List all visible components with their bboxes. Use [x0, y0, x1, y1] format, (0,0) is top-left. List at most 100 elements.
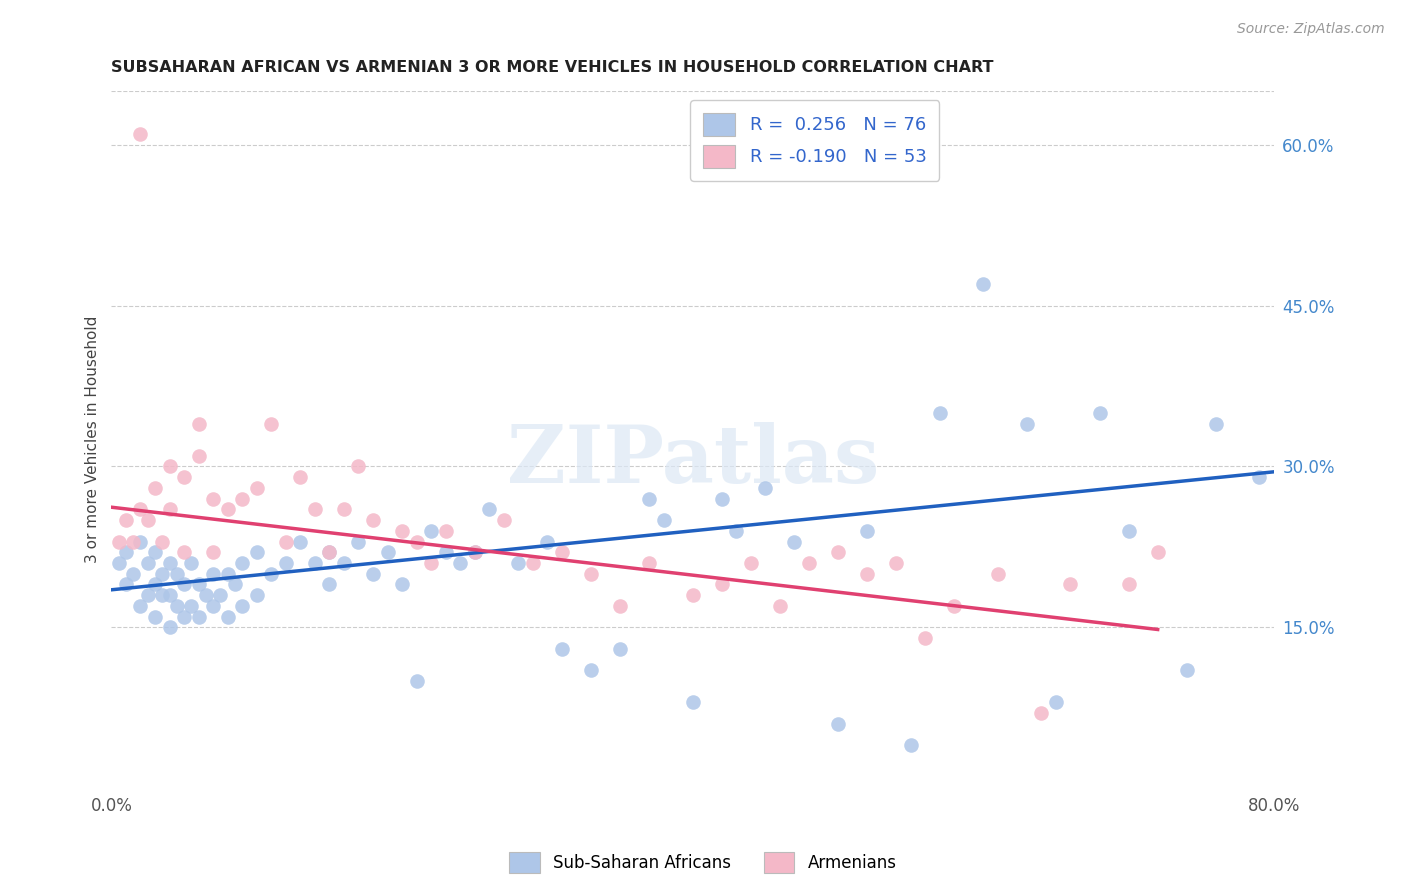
Point [115, 545, 138, 559]
Point [434, 545, 457, 559]
Text: SUBSAHARAN AFRICAN VS ARMENIAN 3 OR MORE VEHICLES IN HOUSEHOLD CORRELATION CHART: SUBSAHARAN AFRICAN VS ARMENIAN 3 OR MORE… [111, 60, 994, 75]
Point [274, 534, 297, 549]
Point [391, 577, 413, 591]
Point [361, 566, 384, 581]
Point [536, 534, 558, 549]
Point [202, 566, 225, 581]
Point [143, 609, 166, 624]
Point [122, 534, 145, 549]
Text: ZIPatlas: ZIPatlas [506, 422, 879, 500]
Point [107, 556, 129, 570]
Point [260, 417, 283, 431]
Point [551, 545, 574, 559]
Point [347, 534, 370, 549]
Point [159, 502, 181, 516]
Point [180, 556, 202, 570]
Point [1205, 417, 1227, 431]
Point [115, 513, 138, 527]
Point [464, 545, 486, 559]
Point [609, 599, 631, 613]
Point [928, 406, 950, 420]
Point [478, 502, 501, 516]
Point [1175, 663, 1198, 677]
Point [246, 481, 269, 495]
Point [166, 599, 188, 613]
Point [1031, 706, 1053, 720]
Point [682, 588, 704, 602]
Point [740, 556, 762, 570]
Point [682, 695, 704, 709]
Point [202, 491, 225, 506]
Point [884, 556, 907, 570]
Point [900, 739, 922, 753]
Legend: R =  0.256   N = 76, R = -0.190   N = 53: R = 0.256 N = 76, R = -0.190 N = 53 [690, 100, 939, 181]
Point [1146, 545, 1168, 559]
Point [159, 620, 181, 634]
Point [609, 641, 631, 656]
Point [1249, 470, 1271, 484]
Point [710, 491, 733, 506]
Point [304, 556, 326, 570]
Point [187, 449, 209, 463]
Point [508, 556, 530, 570]
Point [231, 556, 253, 570]
Point [638, 491, 661, 506]
Point [434, 524, 457, 538]
Legend: Sub-Saharan Africans, Armenians: Sub-Saharan Africans, Armenians [503, 846, 903, 880]
Point [143, 577, 166, 591]
Point [1088, 406, 1111, 420]
Point [129, 127, 152, 141]
Point [579, 663, 602, 677]
Point [827, 717, 849, 731]
Point [725, 524, 748, 538]
Point [579, 566, 602, 581]
Point [318, 545, 340, 559]
Point [143, 545, 166, 559]
Point [391, 524, 413, 538]
Point [318, 545, 340, 559]
Point [159, 556, 181, 570]
Point [231, 599, 253, 613]
Point [987, 566, 1010, 581]
Point [290, 470, 312, 484]
Point [187, 609, 209, 624]
Point [652, 513, 675, 527]
Point [187, 417, 209, 431]
Point [194, 588, 217, 602]
Y-axis label: 3 or more Vehicles in Household: 3 or more Vehicles in Household [86, 316, 100, 564]
Point [943, 599, 966, 613]
Point [173, 545, 195, 559]
Point [202, 599, 225, 613]
Point [856, 566, 879, 581]
Point [202, 545, 225, 559]
Point [246, 588, 269, 602]
Point [122, 566, 145, 581]
Point [187, 577, 209, 591]
Point [159, 588, 181, 602]
Point [150, 588, 173, 602]
Point [522, 556, 544, 570]
Point [347, 459, 370, 474]
Point [492, 513, 515, 527]
Point [377, 545, 399, 559]
Point [1015, 417, 1038, 431]
Point [972, 277, 994, 292]
Point [159, 459, 181, 474]
Point [464, 545, 486, 559]
Point [173, 609, 195, 624]
Point [449, 556, 471, 570]
Point [420, 556, 443, 570]
Point [224, 577, 246, 591]
Point [361, 513, 384, 527]
Point [129, 502, 152, 516]
Point [150, 534, 173, 549]
Point [333, 502, 356, 516]
Point [1059, 577, 1081, 591]
Point [797, 556, 820, 570]
Point [231, 491, 253, 506]
Point [405, 534, 427, 549]
Point [107, 534, 129, 549]
Point [405, 673, 427, 688]
Point [217, 609, 239, 624]
Point [856, 524, 879, 538]
